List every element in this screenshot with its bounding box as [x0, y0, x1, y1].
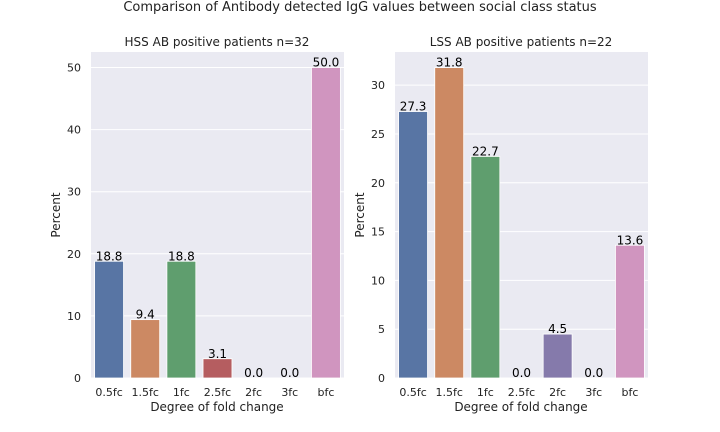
- hss-gridlines: [91, 67, 344, 379]
- hss-x-axis-label: Degree of fold change: [150, 400, 283, 414]
- lss-data-label-bfc: 13.6: [617, 233, 644, 247]
- hss-data-labels: 18.8 9.4 18.8 3.1 0.0 0.0 50.0: [96, 56, 340, 380]
- lss-data-label-3fc: 0.0: [584, 366, 603, 380]
- lss-x-tick-label: 2.5fc: [508, 386, 535, 399]
- hss-bar-0.5fc: [94, 260, 124, 379]
- hss-y-tick-label: 30: [67, 186, 81, 199]
- lss-y-axis-label: Percent: [353, 192, 367, 237]
- lss-x-tick-label: bfc: [621, 386, 638, 399]
- lss-x-axis-label: Degree of fold change: [454, 400, 587, 414]
- lss-y-tick-label: 15: [371, 226, 385, 239]
- lss-x-tick-label: 0.5fc: [399, 386, 426, 399]
- hss-y-tick-label: 20: [67, 248, 81, 261]
- hss-bar-bfc: [311, 67, 341, 379]
- lss-data-label-0.5fc: 27.3: [400, 100, 427, 114]
- lss-chart-title: LSS AB positive patients n=22: [430, 35, 613, 49]
- hss-chart-title: HSS AB positive patients n=32: [125, 35, 310, 49]
- lss-y-tick-label: 30: [371, 79, 385, 92]
- lss-y-tick-labels: 0 5 10 15 20 25 30: [371, 79, 385, 385]
- lss-y-tick-label: 0: [378, 372, 385, 385]
- hss-bar-1.5fc: [130, 319, 161, 379]
- lss-chart-panel: 27.3 31.8 22.7 0.0 4.5 0.0 13.6 0 5 10 15 20 25 30 0…: [353, 35, 648, 414]
- lss-x-tick-label: 1.5fc: [436, 386, 463, 399]
- hss-y-tick-label: 0: [74, 372, 81, 385]
- hss-x-tick-labels: 0.5fc 1.5fc 1fc 2.5fc 2fc 3fc bfc: [95, 386, 334, 399]
- lss-y-tick-label: 10: [371, 274, 385, 287]
- lss-data-label-1.5fc: 31.8: [436, 56, 463, 70]
- hss-data-label-1.5fc: 9.4: [136, 308, 155, 322]
- hss-data-label-2fc: 0.0: [244, 366, 263, 380]
- hss-data-label-bfc: 50.0: [313, 56, 340, 70]
- lss-bar-bfc: [615, 244, 645, 379]
- lss-data-label-2fc: 4.5: [548, 322, 567, 336]
- hss-bar-2.5fc: [202, 358, 233, 379]
- lss-x-tick-label: 3fc: [585, 386, 602, 399]
- lss-bar-1.5fc: [434, 67, 465, 379]
- lss-y-tick-label: 25: [371, 128, 385, 141]
- lss-x-tick-label: 1fc: [477, 386, 494, 399]
- hss-bar-1fc: [166, 260, 197, 379]
- lss-data-labels: 27.3 31.8 22.7 0.0 4.5 0.0 13.6: [400, 56, 644, 380]
- lss-bars: [398, 67, 645, 379]
- lss-bar-2fc: [542, 333, 573, 379]
- lss-y-tick-label: 20: [371, 177, 385, 190]
- lss-bar-0.5fc: [398, 111, 428, 379]
- hss-x-tick-label: 2fc: [245, 386, 262, 399]
- hss-bars: [94, 67, 341, 379]
- hss-y-tick-labels: 0 10 20 30 40 50: [67, 62, 81, 385]
- hss-plot-area: [91, 52, 344, 378]
- lss-data-label-1fc: 22.7: [472, 144, 499, 158]
- hss-x-tick-label: bfc: [317, 386, 334, 399]
- hss-data-label-3fc: 0.0: [280, 366, 299, 380]
- figure-suptitle: Comparison of Antibody detected IgG valu…: [123, 0, 597, 15]
- hss-data-label-0.5fc: 18.8: [96, 249, 123, 263]
- lss-y-tick-label: 5: [378, 323, 385, 336]
- hss-y-tick-label: 40: [67, 124, 81, 137]
- hss-x-tick-label: 3fc: [281, 386, 298, 399]
- lss-x-tick-labels: 0.5fc 1.5fc 1fc 2.5fc 2fc 3fc bfc: [399, 386, 638, 399]
- hss-data-label-1fc: 18.8: [168, 249, 195, 263]
- hss-x-tick-label: 2.5fc: [204, 386, 231, 399]
- hss-data-label-2.5fc: 3.1: [208, 347, 227, 361]
- hss-y-tick-label: 10: [67, 310, 81, 323]
- hss-x-tick-label: 0.5fc: [95, 386, 122, 399]
- lss-x-tick-label: 2fc: [549, 386, 566, 399]
- hss-x-tick-label: 1.5fc: [132, 386, 159, 399]
- hss-chart-panel: 18.8 9.4 18.8 3.1 0.0 0.0 50.0 0 10 20 30 40 50 0.5…: [49, 35, 344, 414]
- hss-x-tick-label: 1fc: [173, 386, 190, 399]
- lss-data-label-2.5fc: 0.0: [512, 366, 531, 380]
- hss-y-tick-label: 50: [67, 62, 81, 75]
- lss-bar-1fc: [470, 156, 501, 379]
- hss-y-axis-label: Percent: [49, 192, 63, 237]
